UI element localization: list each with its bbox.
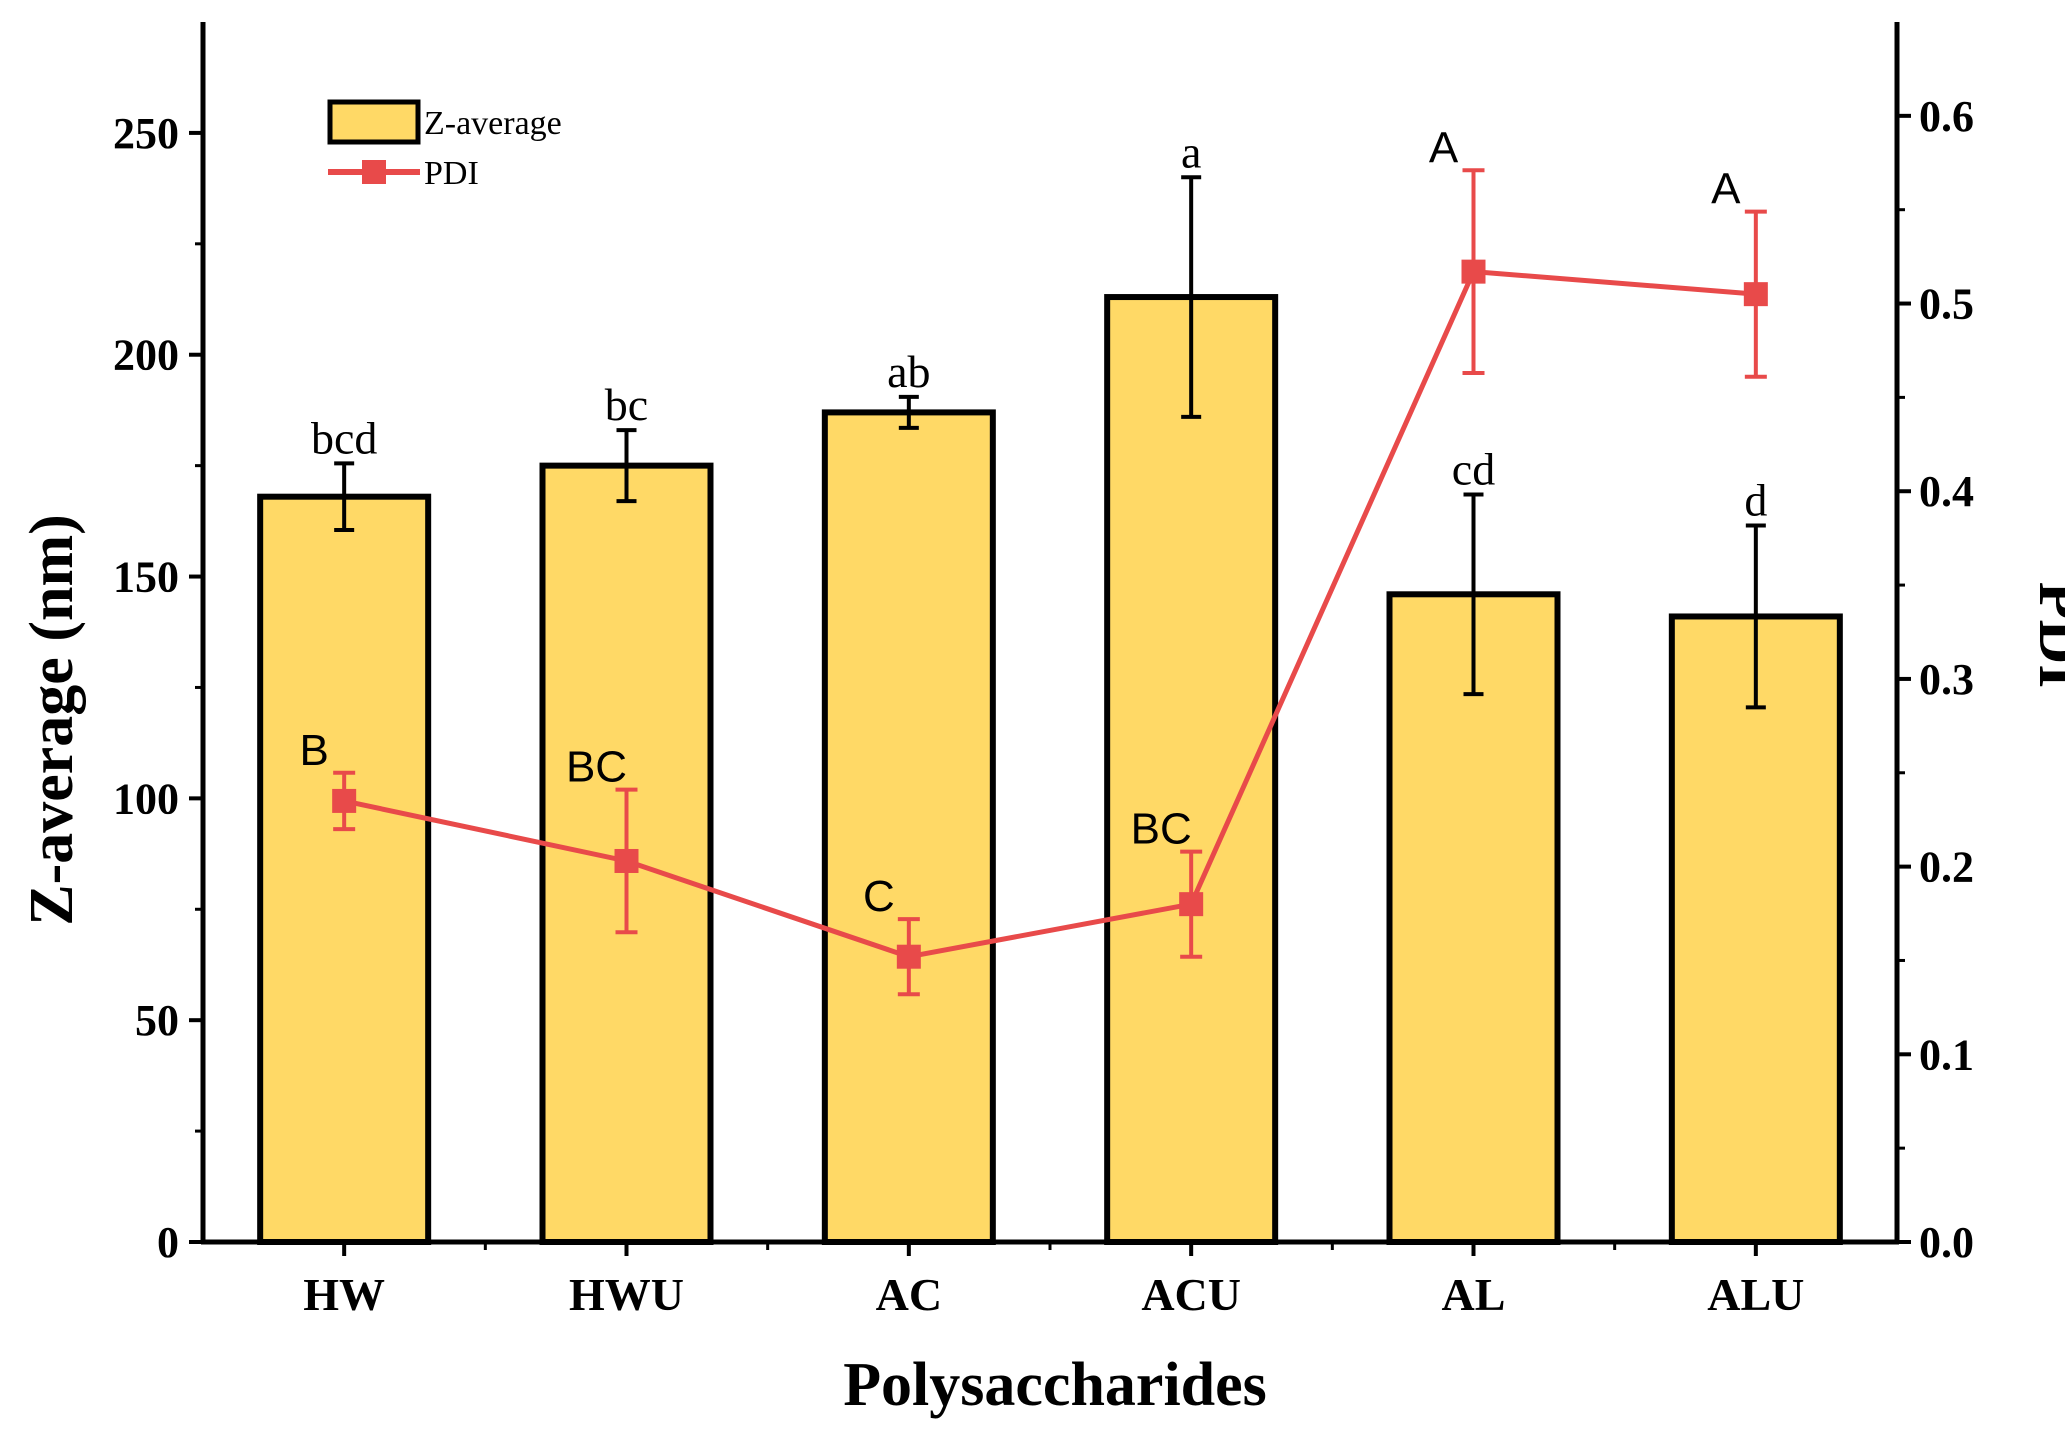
pdi-series-line [343,268,1757,960]
legend-bar-label: Z-average [424,105,562,142]
pdi-significance-label: A [1711,165,1741,214]
legend-bar-swatch [327,99,421,145]
y2-tick-label: 0.6 [1919,92,1974,141]
pdi-point-hw [332,788,357,813]
y-tick-label: 50 [135,996,179,1045]
pdi-significance-label: A [1429,123,1459,172]
y2-tick-label: 0.2 [1919,843,1974,892]
y2-tick-label: 0.4 [1919,467,1974,516]
bar-significance-label: a [1181,126,1201,177]
y2-tick-label: 0.0 [1919,1218,1974,1267]
x-tick-label-hwu: HWU [569,1269,684,1320]
y-axis-title: Z-average (nm) [18,514,86,925]
x-axis-title: Polysaccharides [843,1351,1267,1419]
labels-layer: bcd bc ab a cd d B BC C BC A A [299,123,1767,921]
y-tick-label: 100 [113,774,179,823]
y2-tick-label: 0.3 [1919,655,1974,704]
bar-acu [1104,294,1279,1245]
ticks-layer: 0 50 100 150 200 250 0.0 0.1 0.2 0.3 0.4 0.5 0.6 HW HW… [113,92,1974,1320]
y-tick-label: 150 [113,553,179,602]
bar-significance-label: cd [1452,443,1495,494]
bars-layer [257,294,1843,1245]
y-tick-label: 250 [113,109,179,158]
legend-line-label: PDI [424,155,479,192]
x-tick-label-al: AL [1442,1269,1506,1320]
bar-significance-label: ab [887,346,930,397]
pdi-point-alu [1743,282,1768,307]
pdi-significance-label: C [863,872,895,921]
pdi-line-layer [332,168,1768,997]
bar-significance-label: bc [605,379,648,430]
x-tick-label-acu: ACU [1141,1269,1241,1320]
x-tick-label-hw: HW [303,1269,385,1320]
axes-frame [200,22,1900,1245]
bar-significance-label: d [1744,475,1767,526]
y2-tick-label: 0.1 [1919,1030,1974,1079]
bar-errors-layer [334,175,1766,710]
bar-alu [1668,613,1843,1245]
bar-ac [821,409,996,1245]
pdi-significance-label: BC [566,743,627,792]
y2-tick-label: 0.5 [1919,280,1974,329]
y-tick-label: 200 [113,331,179,380]
bar-significance-label: bcd [311,412,377,463]
pdi-point-al [1461,259,1486,284]
pdi-point-hwu [614,848,639,873]
pdi-significance-label: BC [1131,805,1192,854]
legend-line-marker [362,160,386,184]
x-tick-label-ac: AC [876,1269,942,1320]
pdi-significance-label: B [299,726,328,775]
y2-axis-title: PDI [2026,582,2065,689]
bar-hw [257,493,432,1245]
x-tick-label-alu: ALU [1707,1269,1804,1320]
pdi-point-acu [1179,892,1204,917]
pdi-point-ac [896,944,921,969]
legend: Z-average PDI [327,99,562,192]
y-tick-label: 0 [157,1218,179,1267]
